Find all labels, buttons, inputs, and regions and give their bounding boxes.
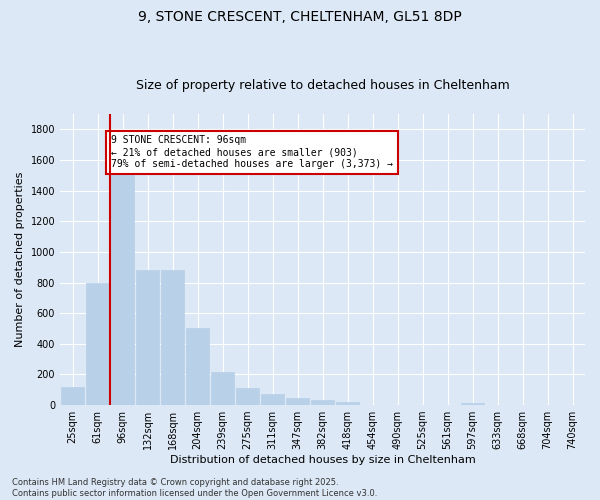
Y-axis label: Number of detached properties: Number of detached properties <box>15 172 25 347</box>
Bar <box>211 372 235 405</box>
Bar <box>86 282 109 405</box>
X-axis label: Distribution of detached houses by size in Cheltenham: Distribution of detached houses by size … <box>170 455 475 465</box>
Bar <box>161 270 184 405</box>
Bar <box>286 398 310 405</box>
Title: Size of property relative to detached houses in Cheltenham: Size of property relative to detached ho… <box>136 79 509 92</box>
Text: Contains HM Land Registry data © Crown copyright and database right 2025.
Contai: Contains HM Land Registry data © Crown c… <box>12 478 377 498</box>
Bar <box>335 402 359 405</box>
Bar <box>185 328 209 405</box>
Bar <box>311 400 334 405</box>
Bar <box>260 394 284 405</box>
Bar <box>461 403 484 405</box>
Text: 9 STONE CRESCENT: 96sqm
← 21% of detached houses are smaller (903)
79% of semi-d: 9 STONE CRESCENT: 96sqm ← 21% of detache… <box>111 136 393 168</box>
Bar <box>110 176 134 405</box>
Bar <box>236 388 259 405</box>
Bar <box>61 386 85 405</box>
Text: 9, STONE CRESCENT, CHELTENHAM, GL51 8DP: 9, STONE CRESCENT, CHELTENHAM, GL51 8DP <box>138 10 462 24</box>
Bar <box>136 270 160 405</box>
